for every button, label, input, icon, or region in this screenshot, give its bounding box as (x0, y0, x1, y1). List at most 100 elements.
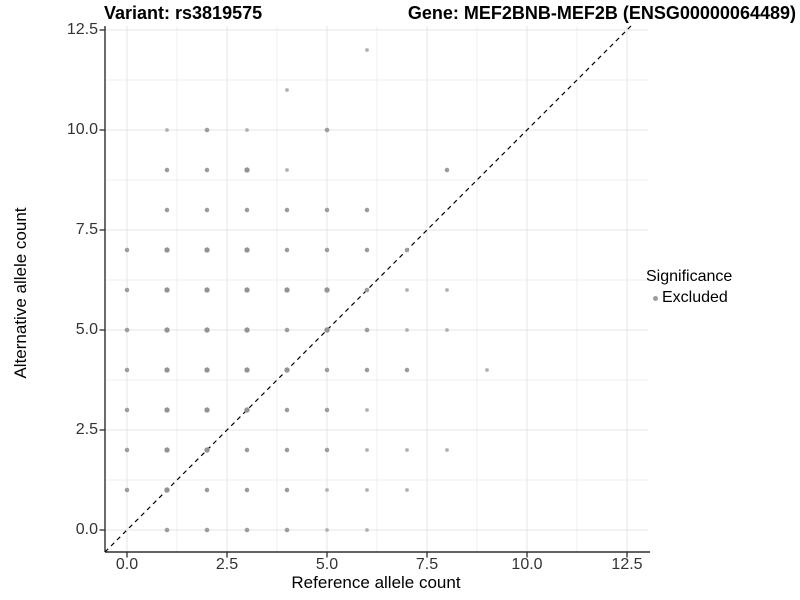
x-axis-title: Reference allele count (291, 573, 461, 592)
y-tick-label: 7.5 (75, 221, 98, 238)
data-point (284, 407, 290, 413)
data-point (124, 247, 130, 253)
x-tick-label: 2.5 (215, 556, 239, 573)
data-point (405, 288, 409, 292)
legend: Significance Excluded (646, 268, 732, 307)
y-tick-label: 0.0 (75, 521, 98, 538)
data-point (324, 207, 330, 213)
data-point (325, 528, 329, 532)
x-tick-label: 12.5 (611, 556, 643, 573)
data-point (444, 167, 450, 173)
data-point (164, 527, 170, 533)
data-point (485, 368, 489, 372)
data-point (204, 407, 210, 413)
data-point (244, 447, 250, 453)
data-point (164, 287, 170, 293)
data-point (284, 527, 290, 533)
data-point (124, 367, 130, 373)
data-point (284, 287, 290, 293)
data-point (244, 527, 250, 533)
data-point (164, 167, 170, 173)
data-point (365, 408, 369, 412)
data-point (244, 327, 250, 333)
data-point (204, 367, 210, 373)
data-point (284, 367, 290, 373)
data-point (164, 487, 170, 493)
data-point (365, 448, 369, 452)
data-point (244, 207, 250, 213)
data-point (164, 407, 170, 413)
data-point (284, 207, 290, 213)
data-point (204, 127, 210, 133)
y-tick-label: 5.0 (75, 321, 98, 338)
data-point (324, 327, 330, 333)
data-point (284, 487, 290, 493)
data-point (124, 447, 130, 453)
data-point (325, 488, 329, 492)
data-point (244, 407, 250, 413)
x-tick-label: 10.0 (511, 556, 543, 573)
data-point (445, 288, 449, 292)
data-point (404, 247, 410, 253)
x-tick-label: 7.5 (415, 556, 439, 573)
data-point (204, 447, 210, 453)
data-point (204, 327, 210, 333)
data-point (204, 247, 210, 253)
data-point (245, 128, 249, 132)
data-point (285, 168, 289, 172)
y-tick-label: 12.5 (66, 21, 98, 38)
data-point (204, 487, 210, 493)
legend-item-excluded: Excluded (653, 289, 732, 307)
data-point (365, 48, 369, 52)
data-point (124, 287, 130, 293)
data-point (244, 487, 250, 493)
data-point (364, 367, 370, 373)
data-point (445, 328, 449, 332)
data-point (244, 367, 250, 373)
data-point (164, 207, 170, 213)
data-point (405, 488, 409, 492)
data-point (285, 88, 289, 92)
gene-title: Gene: MEF2BNB-MEF2B (ENSG00000064489) (407, 3, 796, 23)
data-point (364, 287, 370, 293)
data-point (364, 247, 370, 253)
data-point (324, 447, 330, 453)
data-point (124, 487, 130, 493)
data-point (365, 528, 369, 532)
y-tick-label: 2.5 (75, 421, 98, 438)
data-point (204, 287, 210, 293)
data-point (284, 447, 290, 453)
legend-title: Significance (646, 268, 733, 285)
circle-icon (653, 295, 658, 301)
data-point (204, 207, 210, 213)
data-point (284, 327, 290, 333)
data-point (124, 327, 130, 333)
data-point (324, 407, 330, 413)
variant-title: Variant: rs3819575 (104, 3, 263, 23)
data-point (324, 367, 330, 373)
data-point (405, 328, 409, 332)
y-tick-label: 10.0 (66, 121, 98, 138)
data-point (364, 327, 370, 333)
data-point (404, 367, 410, 373)
x-tick-label: 0.0 (115, 556, 139, 573)
data-point (324, 247, 330, 253)
y-axis-title: Alternative allele count (11, 207, 30, 379)
data-point (324, 287, 330, 293)
data-point (165, 128, 169, 132)
data-point (204, 527, 210, 533)
data-point (364, 207, 370, 213)
data-point (445, 448, 449, 452)
data-point (164, 447, 170, 453)
data-point (244, 247, 250, 253)
data-point (284, 247, 290, 253)
data-point (405, 448, 409, 452)
x-tick-label: 5.0 (315, 556, 339, 573)
data-point (164, 247, 170, 253)
data-point (365, 488, 369, 492)
data-point (204, 167, 210, 173)
legend-item-label: Excluded (662, 289, 728, 306)
data-point (164, 367, 170, 373)
